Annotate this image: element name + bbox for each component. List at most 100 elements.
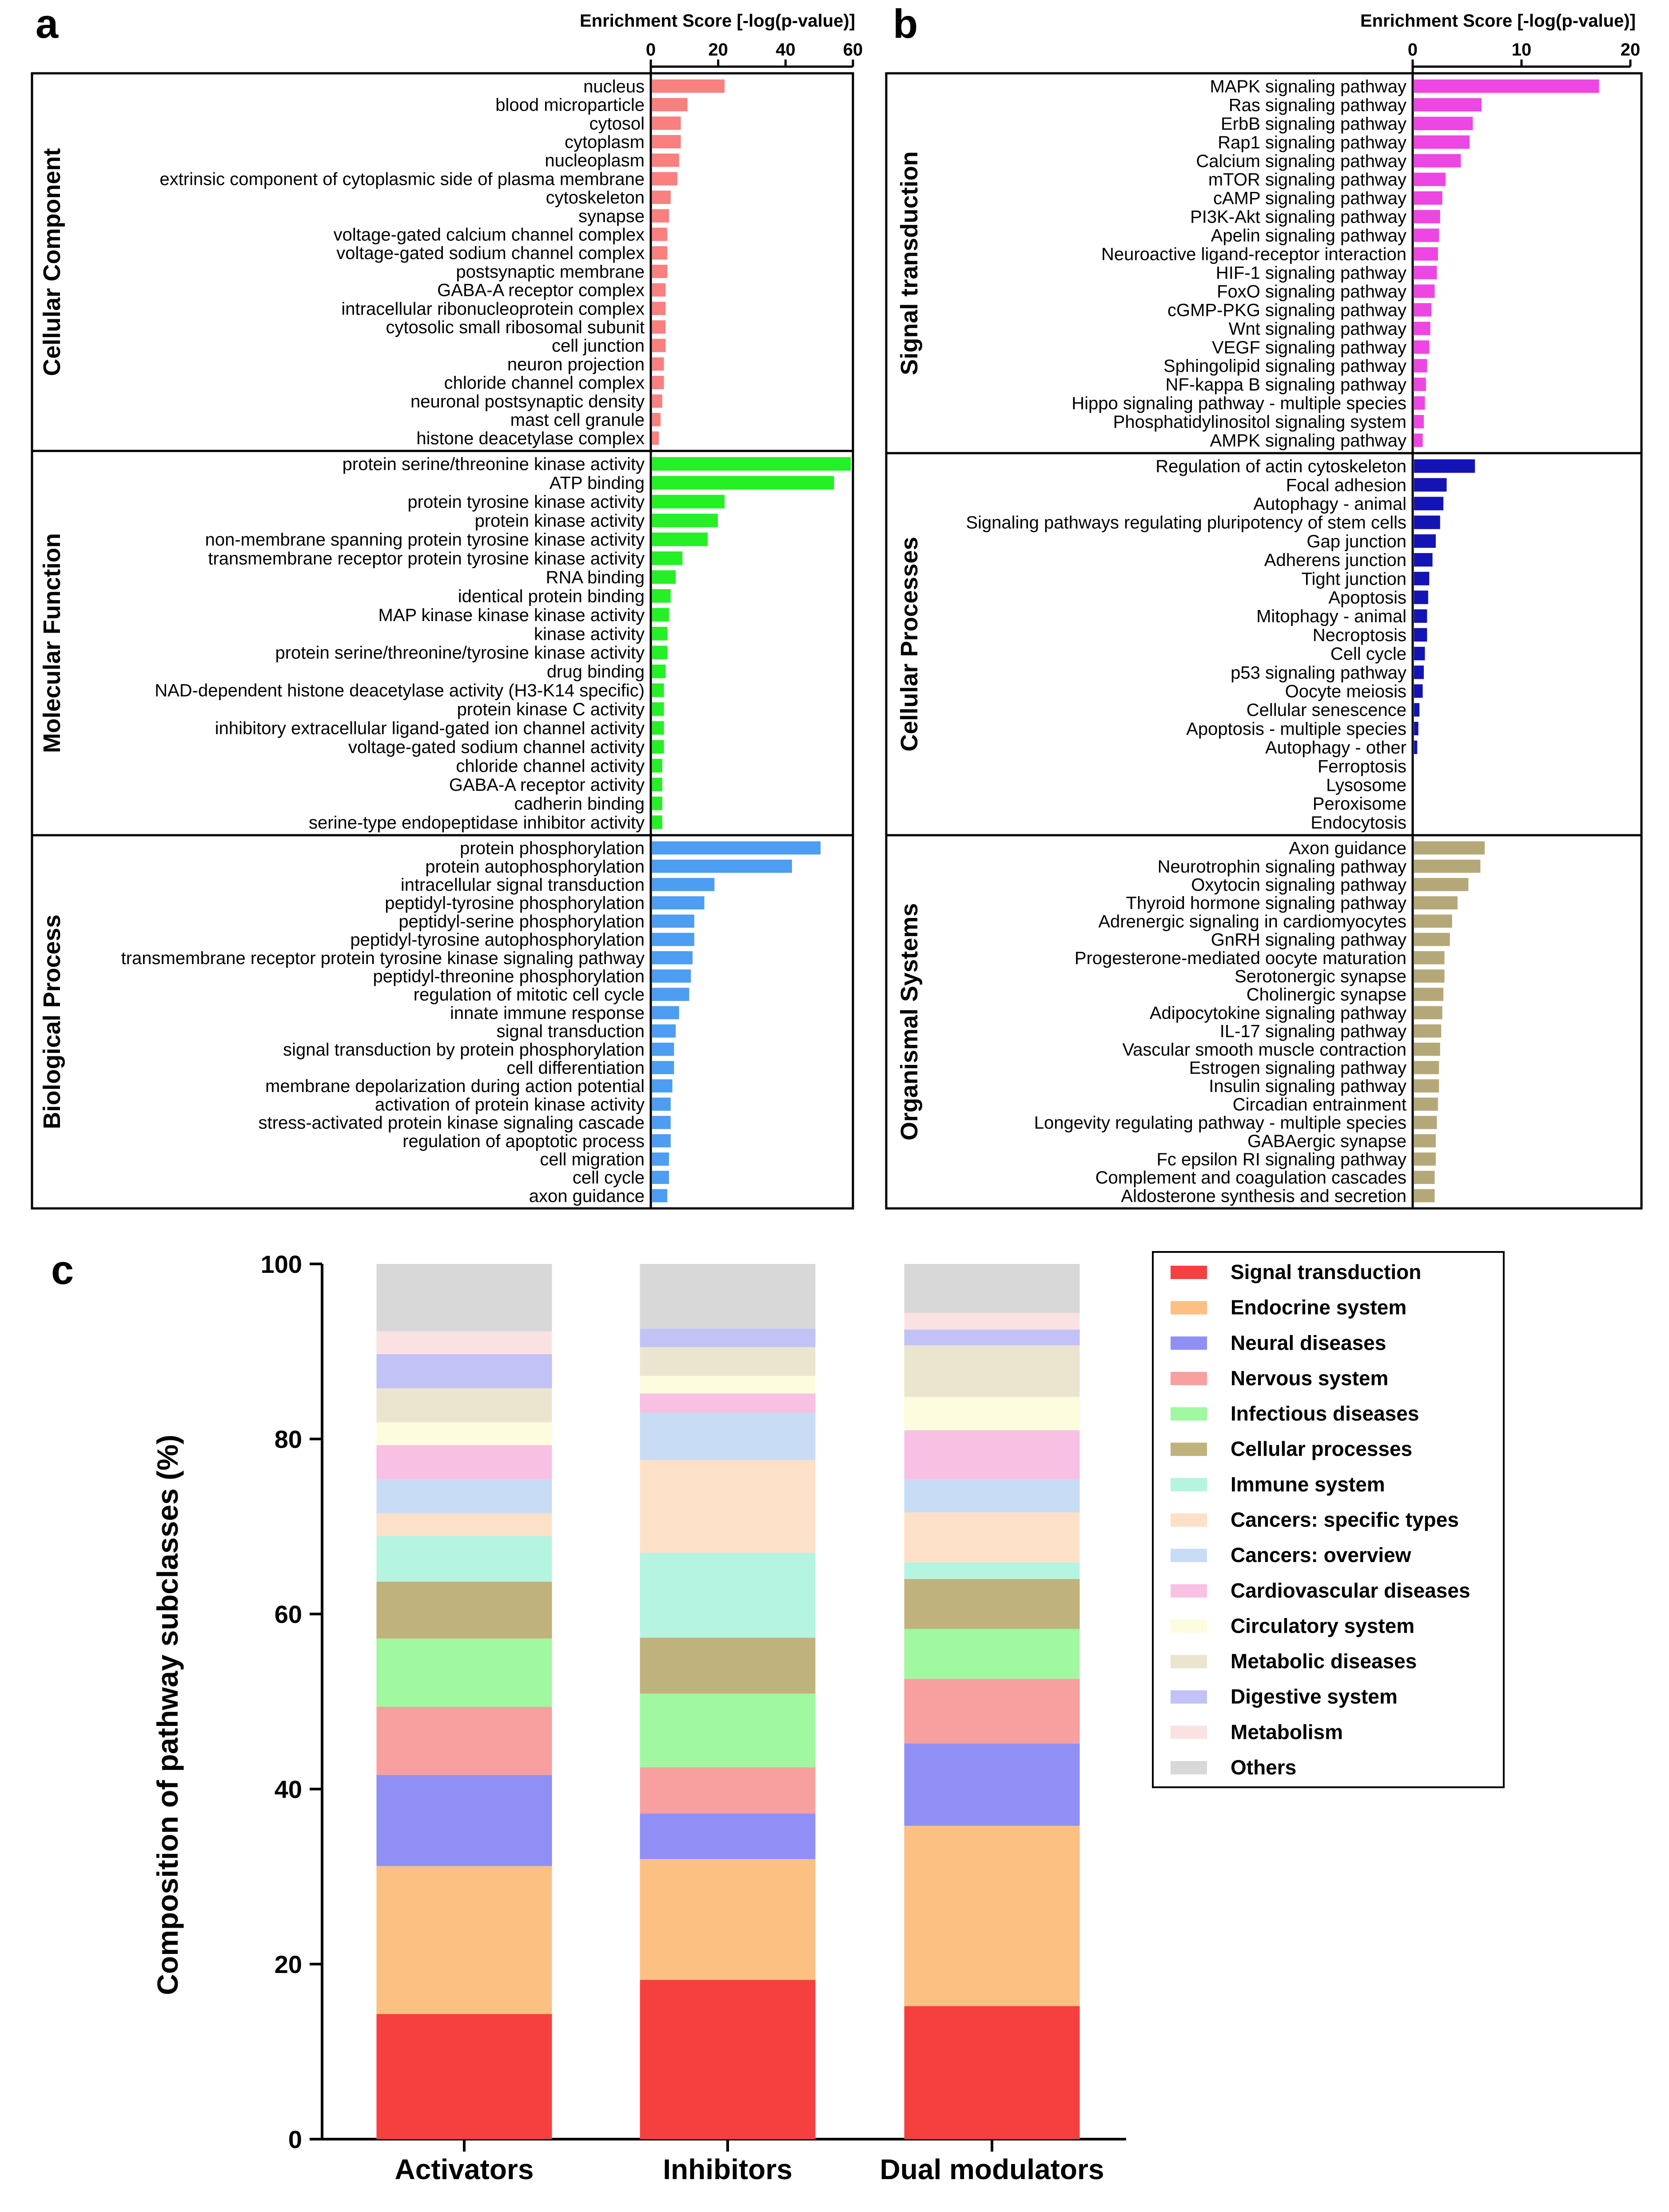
category-label: Neurotrophin signaling pathway [1158,857,1406,877]
bar [652,664,666,678]
category-label: Cell cycle [1330,644,1406,664]
stacked-bar-segment [376,1354,552,1388]
bar [1414,478,1447,492]
x-tick-label: Activators [395,2153,534,2185]
bar [1414,951,1445,965]
legend-box [1152,1251,1505,1788]
legend-swatch [1171,1619,1207,1633]
category-label: inhibitory extracellular ligand-gated io… [215,719,645,738]
stacked-bar-segment [640,1980,816,2139]
bar [652,683,664,697]
legend-swatch [1171,1726,1207,1739]
category-label: intracellular ribonucleoprotein complex [341,299,645,319]
bar [652,1189,668,1203]
category-label: peptidyl-tyrosine phosphorylation [385,893,645,913]
category-label: protein kinase activity [475,511,645,531]
stacked-bar-segment [640,1767,816,1814]
bar [652,494,725,509]
stacked-bar-segment [376,1706,552,1775]
bar [1414,497,1444,510]
y-axis-title: Composition of pathway subclasses (%) [151,1435,184,1995]
bar [652,394,662,408]
category-label: regulation of mitotic cell cycle [414,985,645,1004]
category-label: cadherin binding [514,794,645,813]
bar [652,859,792,873]
category-label: Ferroptosis [1318,757,1406,776]
bar [652,1134,671,1148]
bar [1414,322,1430,335]
stacked-bar-segment [376,2014,552,2139]
category-label: Autophagy - other [1265,738,1406,757]
legend-label: Metabolic diseases [1231,1650,1417,1673]
category-label: mTOR signaling pathway [1208,170,1406,190]
legend-label: Nervous system [1231,1367,1388,1390]
bar [1414,988,1444,1001]
category-label: protein autophosphorylation [425,857,645,877]
category-label: Fc epsilon RI signaling pathway [1156,1150,1406,1169]
bar [652,227,668,241]
category-label: Apoptosis - multiple species [1186,719,1406,739]
legend-swatch [1171,1443,1207,1456]
stacked-bar-segment [376,1422,552,1445]
bar [1414,721,1418,736]
category-label: Thyroid hormone signaling pathway [1126,893,1406,913]
bar [1414,515,1440,529]
category-label: cell junction [552,336,645,356]
bar [652,570,676,584]
bar [652,626,668,641]
stacked-bar-segment [904,1264,1080,1313]
bar [1414,210,1440,223]
x-tick-label: 10 [1512,40,1532,60]
stacked-bar-segment [904,1825,1080,2006]
bar [652,1042,674,1056]
category-label: Gap junction [1307,532,1406,551]
stacked-bar-segment [640,1638,816,1694]
bar [1414,1079,1439,1093]
bar [1414,609,1427,623]
group-label: Cellular Component [39,148,65,376]
bar [1414,628,1427,642]
category-label: Autophagy - animal [1253,494,1406,514]
y-tick-label: 20 [275,1950,302,1978]
bar [652,759,662,773]
bar [1414,396,1425,410]
legend-swatch [1171,1301,1207,1315]
stacked-bar-segment [904,1678,1080,1744]
bar [652,79,725,93]
stacked-bar-segment [904,1579,1080,1629]
category-label: extrinsic component of cytoplasmic side … [159,169,645,189]
category-label: GABAergic synapse [1247,1132,1406,1151]
group-label: Organismal Systems [896,903,923,1140]
legend-swatch [1171,1584,1207,1598]
category-label: Calcium signaling pathway [1196,151,1406,171]
bar [1414,1024,1442,1038]
category-label: neuronal postsynaptic density [410,392,645,411]
category-label: Serotonergic synapse [1235,967,1406,986]
legend-swatch [1171,1761,1207,1774]
bar [652,702,664,716]
bar [1414,247,1438,261]
category-label: Aldosterone synthesis and secretion [1121,1186,1406,1206]
bar [652,646,668,660]
bar [1414,378,1426,391]
stacked-bar-segment [376,1582,552,1639]
category-label: cAMP signaling pathway [1213,189,1406,208]
legend-label: Signal transduction [1231,1260,1421,1283]
category-label: chloride channel complex [444,373,645,393]
category-label: IL-17 signaling pathway [1220,1022,1406,1041]
category-label: voltage-gated calcium channel complex [334,225,645,244]
category-label: Rap1 signaling pathway [1218,133,1406,152]
bar [652,589,671,603]
stacked-bar-segment [904,1512,1080,1562]
category-label: protein tyrosine kinase activity [407,492,645,512]
bar [652,1079,673,1093]
category-label: Signaling pathways regulating pluripoten… [966,513,1406,533]
legend-label: Cellular processes [1231,1437,1412,1460]
bar [652,98,688,112]
bar [652,1061,674,1074]
bar [1414,1152,1436,1166]
category-label: peptidyl-tyrosine autophosphorylation [350,930,645,950]
bar [1414,969,1445,983]
x-axis-title: Enrichment Score [-log(p-value)] [1360,11,1636,31]
bar [1414,1171,1435,1184]
